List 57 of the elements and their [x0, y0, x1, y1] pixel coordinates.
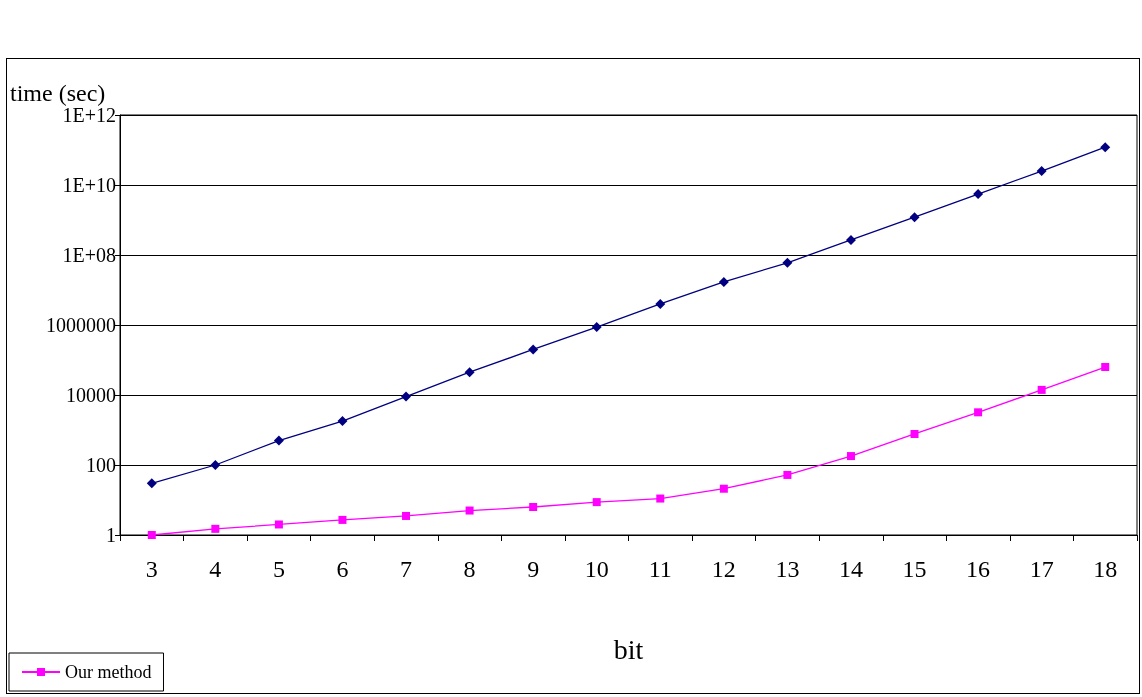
point	[974, 408, 983, 417]
point	[719, 484, 728, 493]
point	[337, 416, 348, 427]
point	[1100, 142, 1111, 153]
x-tick-label: 12	[711, 556, 736, 582]
point	[402, 511, 411, 520]
point	[783, 470, 792, 479]
point	[1037, 385, 1046, 394]
legend-label: Our method	[65, 662, 152, 682]
point	[655, 298, 666, 309]
point	[147, 531, 156, 539]
x-tick-label: 16	[966, 556, 991, 582]
x-tick-label: 18	[1093, 556, 1118, 582]
point	[210, 460, 221, 470]
point	[656, 494, 665, 503]
point	[211, 524, 220, 533]
x-tick-label: 11	[648, 556, 672, 582]
y-tick-label: 1000000	[46, 314, 116, 336]
point	[1036, 166, 1047, 177]
y-tick-label: 1E+08	[62, 244, 116, 266]
point	[464, 367, 475, 378]
x-tick-label: 7	[400, 556, 413, 582]
point	[338, 515, 347, 524]
point	[782, 257, 793, 268]
point	[718, 276, 729, 287]
point	[401, 391, 412, 402]
x-tick-label: 6	[336, 556, 349, 582]
x-tick-label: 5	[272, 556, 285, 582]
x-tick-label: 17	[1029, 556, 1054, 582]
y-tick-label: 1	[106, 524, 116, 546]
x-tick-label: 15	[902, 556, 927, 582]
point	[274, 520, 283, 529]
point	[591, 322, 602, 333]
point	[909, 212, 920, 223]
x-tick-label: 8	[463, 556, 476, 582]
x-tick-label: 3	[145, 556, 158, 582]
point	[273, 435, 284, 446]
x-tick-label: 13	[775, 556, 800, 582]
y-tick-label: 10000	[66, 384, 116, 406]
y-tick-label: 1E+10	[62, 174, 116, 196]
x-tick-label: 4	[209, 556, 222, 582]
x-axis-title: bit	[613, 633, 644, 665]
point	[1101, 363, 1110, 372]
point	[465, 506, 474, 515]
x-tick-label: 9	[527, 556, 540, 582]
point	[146, 478, 157, 489]
y-tick-label: 100	[86, 454, 116, 476]
point	[528, 344, 539, 355]
x-tick-label: 14	[838, 556, 863, 582]
y-axis-title: time (sec)	[10, 80, 106, 107]
x-tick-label: 10	[584, 556, 609, 582]
point	[973, 189, 984, 200]
point	[910, 429, 919, 438]
point	[592, 498, 601, 507]
point	[529, 503, 538, 512]
point	[845, 234, 856, 245]
point	[846, 452, 855, 461]
